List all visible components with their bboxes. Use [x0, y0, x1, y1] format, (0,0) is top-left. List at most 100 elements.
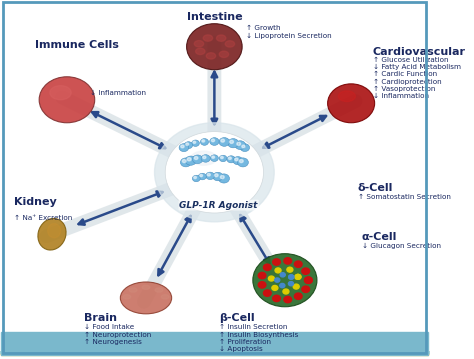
Bar — [0, 351, 428, 353]
Bar — [0, 352, 428, 354]
Circle shape — [220, 176, 224, 179]
Bar — [0, 353, 428, 354]
Circle shape — [192, 155, 203, 164]
Circle shape — [199, 173, 206, 180]
Bar — [0, 351, 428, 353]
Bar — [0, 352, 428, 354]
Ellipse shape — [217, 35, 226, 41]
Ellipse shape — [203, 35, 213, 41]
Circle shape — [207, 173, 210, 176]
Bar — [0, 352, 428, 354]
Bar — [0, 351, 428, 353]
Bar — [0, 351, 428, 353]
Bar — [0, 352, 428, 354]
Bar — [0, 353, 428, 354]
Bar — [0, 352, 428, 354]
Text: ↑ Na⁺ Excretion: ↑ Na⁺ Excretion — [14, 215, 72, 221]
Circle shape — [181, 158, 191, 167]
Bar — [0, 351, 428, 353]
Bar — [0, 352, 428, 354]
Text: α-Cell: α-Cell — [362, 232, 397, 242]
Circle shape — [219, 155, 227, 162]
Bar — [0, 351, 428, 353]
Circle shape — [283, 289, 289, 294]
Circle shape — [194, 176, 196, 179]
Bar — [0, 352, 428, 353]
Bar — [0, 351, 428, 353]
Bar — [0, 352, 428, 354]
Bar — [0, 351, 428, 353]
Bar — [0, 353, 428, 354]
Circle shape — [302, 268, 310, 274]
Circle shape — [295, 274, 301, 279]
Circle shape — [211, 139, 215, 142]
Bar — [0, 352, 428, 354]
Bar — [0, 351, 428, 353]
Bar — [0, 353, 428, 354]
Circle shape — [221, 139, 225, 142]
Bar — [0, 351, 428, 353]
Bar — [0, 352, 428, 354]
Bar — [0, 353, 428, 354]
Bar — [0, 351, 428, 353]
Bar — [0, 353, 428, 354]
Bar — [0, 352, 428, 354]
Bar — [0, 352, 428, 353]
Bar — [0, 353, 428, 354]
Ellipse shape — [155, 288, 163, 292]
Ellipse shape — [191, 151, 217, 165]
Circle shape — [182, 159, 186, 163]
Ellipse shape — [194, 41, 204, 47]
Ellipse shape — [225, 41, 235, 47]
Text: ↓ Inflammation: ↓ Inflammation — [91, 90, 146, 96]
Circle shape — [293, 284, 299, 289]
Bar — [0, 352, 428, 354]
Bar — [0, 352, 428, 354]
Bar — [0, 351, 428, 353]
Text: Kidney: Kidney — [14, 197, 56, 207]
Bar — [0, 352, 428, 354]
Bar — [0, 352, 428, 354]
Ellipse shape — [50, 85, 71, 100]
Circle shape — [272, 285, 278, 290]
Bar — [0, 352, 428, 354]
Bar — [0, 352, 428, 354]
Bar — [0, 352, 428, 354]
Bar — [0, 351, 428, 353]
Bar — [0, 353, 428, 355]
Bar — [0, 353, 428, 354]
Bar — [0, 352, 428, 354]
Bar — [0, 352, 428, 354]
Bar — [0, 353, 428, 354]
Bar — [0, 352, 428, 354]
Bar — [0, 351, 428, 353]
Bar — [0, 353, 428, 354]
Bar — [0, 352, 428, 354]
Circle shape — [294, 293, 302, 299]
Bar — [0, 351, 428, 353]
Bar — [0, 353, 428, 354]
Bar — [0, 352, 428, 353]
Circle shape — [210, 155, 219, 162]
Text: ↑ Insulin Secretion
↑ Insulin Biosynthesis
↑ Proliferation
↓ Apoptosis: ↑ Insulin Secretion ↑ Insulin Biosynthes… — [219, 325, 298, 352]
Bar — [0, 352, 428, 354]
Bar — [0, 351, 428, 353]
Bar — [0, 352, 428, 354]
Bar — [0, 351, 428, 353]
Circle shape — [233, 157, 243, 165]
Circle shape — [184, 142, 192, 149]
Circle shape — [181, 145, 184, 148]
Circle shape — [228, 157, 231, 159]
Circle shape — [242, 145, 245, 148]
Circle shape — [215, 174, 218, 177]
Bar — [0, 352, 428, 354]
Ellipse shape — [219, 51, 228, 57]
Bar — [0, 351, 428, 353]
Bar — [0, 351, 428, 353]
Bar — [0, 351, 428, 353]
Circle shape — [280, 283, 285, 288]
Bar — [0, 352, 428, 354]
Bar — [0, 352, 428, 354]
Text: Intestine: Intestine — [187, 12, 242, 22]
Bar — [0, 351, 428, 353]
